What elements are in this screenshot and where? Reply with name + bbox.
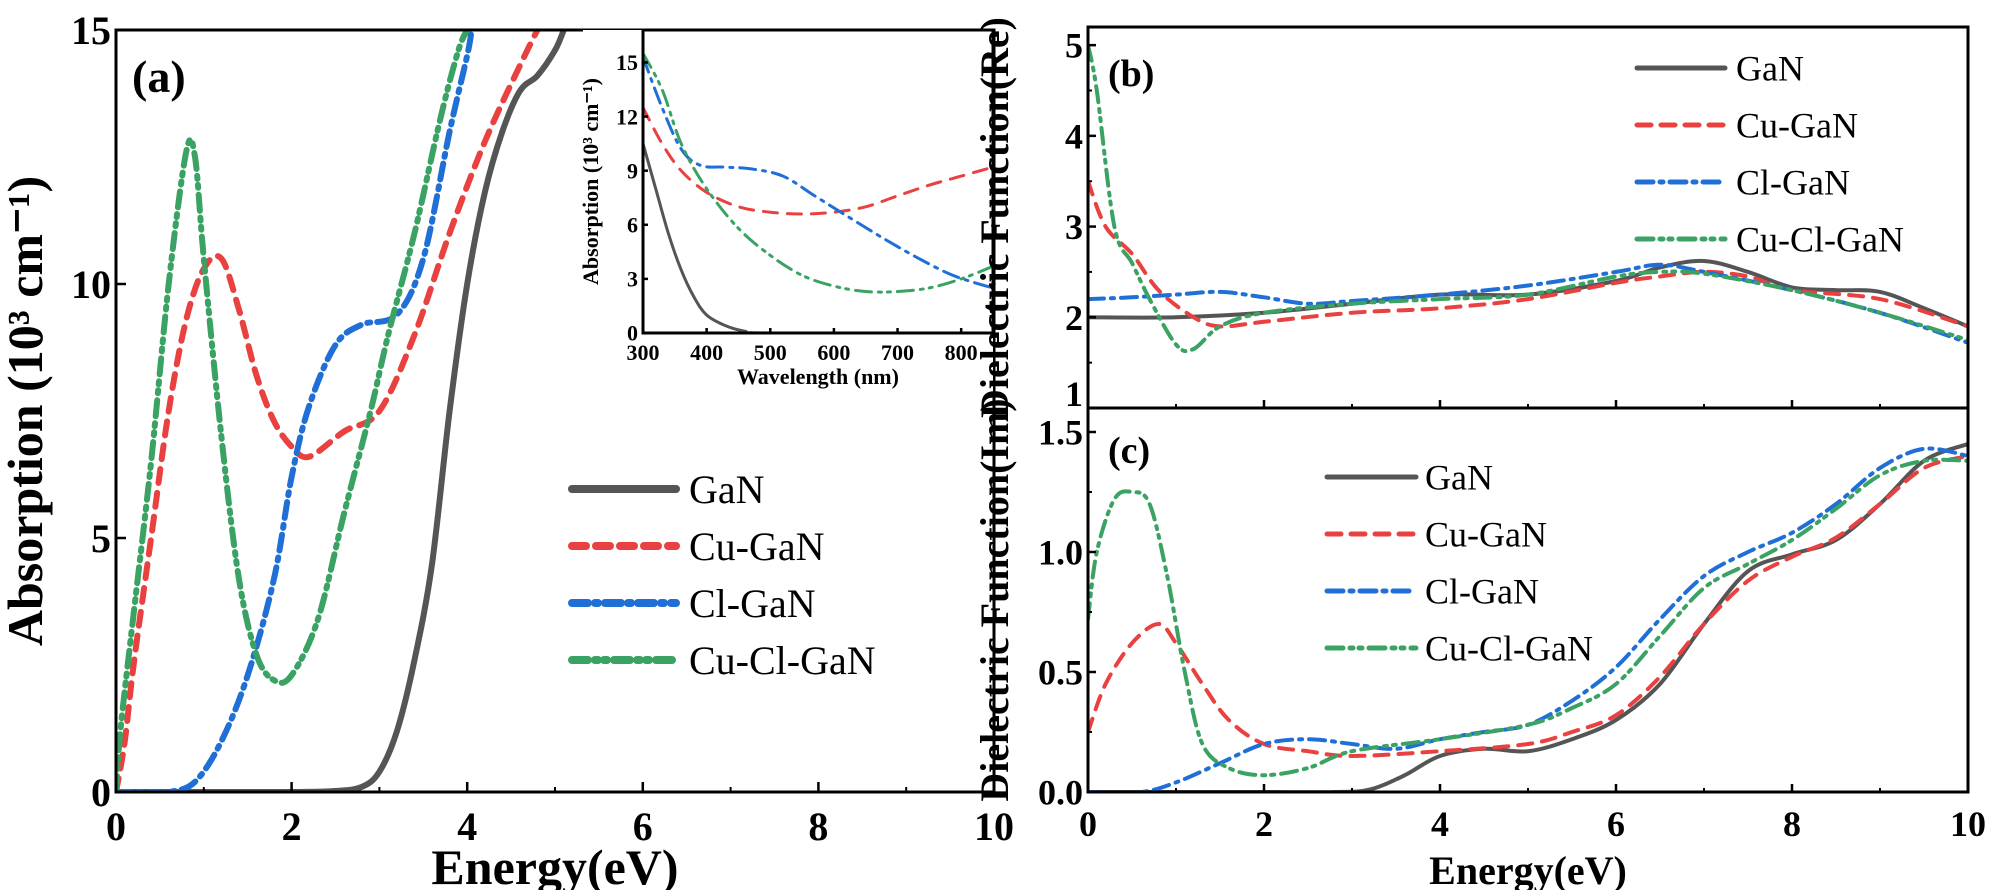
legend-label: Cu-Cl-GaN xyxy=(1425,629,1593,669)
series-line-cu-gan xyxy=(1088,454,1968,759)
legend-label: GaN xyxy=(689,467,765,512)
y-tick-label: 15 xyxy=(616,50,638,75)
x-tick-label: 700 xyxy=(881,340,914,365)
legend-label: Cu-GaN xyxy=(1425,515,1547,555)
y-tick-label: 1 xyxy=(1065,374,1083,414)
y-tick-label: 2 xyxy=(1065,298,1083,338)
legend-label: Cu-GaN xyxy=(1736,106,1858,146)
x-tick-label: 400 xyxy=(690,340,723,365)
series-line-cu-gan xyxy=(116,30,541,792)
y-tick-label: 9 xyxy=(627,158,638,183)
panel-label: (c) xyxy=(1108,430,1150,472)
x-tick-label: 10 xyxy=(974,804,1014,849)
series-group xyxy=(643,51,993,333)
y-axis-title: Absorption (10³ cm⁻¹) xyxy=(578,78,603,285)
series-group xyxy=(1088,43,1968,354)
y-tick-label: 0 xyxy=(91,770,111,815)
panel-b: 1 2 3 4 5 Dielectric Function(Re) (b) GaN Cu-GaN… xyxy=(972,17,1970,418)
x-tick-label: 10 xyxy=(1950,804,1986,844)
series-line-cl-gan xyxy=(116,30,475,792)
series-line-cl-gan xyxy=(1088,262,1968,345)
x-tick-label: 4 xyxy=(1431,804,1449,844)
x-axis-title: Energy(eV) xyxy=(431,839,678,890)
legend-label: Cl-GaN xyxy=(1425,572,1539,612)
y-tick-label: 0.0 xyxy=(1038,773,1083,813)
legend-label: Cl-GaN xyxy=(689,581,816,626)
series-line-cu-cl-gan xyxy=(116,30,471,792)
series-line-cl-gan xyxy=(643,55,993,290)
legend: GaN Cu-GaN Cl-GaN Cu-Cl-GaN xyxy=(1324,458,1593,669)
panel-inset: 300 400 500 600 700 800 0 3 6 9 12 15 Wavelength (nm… xyxy=(578,28,995,395)
plot-frame xyxy=(641,28,995,335)
y-tick-label: 5 xyxy=(1065,26,1083,66)
series-line-cu-cl-gan xyxy=(1088,457,1968,778)
series-line-gan xyxy=(643,142,993,333)
x-tick-label: 8 xyxy=(1783,804,1801,844)
y-tick-label: 1.0 xyxy=(1038,533,1083,573)
series-line-cu-cl-gan xyxy=(643,51,993,294)
y-tick-label: 0 xyxy=(627,321,638,346)
legend-label: Cu-Cl-GaN xyxy=(689,638,876,683)
x-tick-label: 4 xyxy=(457,804,477,849)
x-tick-label: 2 xyxy=(1255,804,1273,844)
y-tick-label: 3 xyxy=(1065,207,1083,247)
y-tick-label: 1.5 xyxy=(1038,413,1083,453)
x-tick-label: 0 xyxy=(106,804,126,849)
y-tick-label: 12 xyxy=(616,104,638,129)
y-tick-label: 6 xyxy=(627,212,638,237)
legend-label: GaN xyxy=(1425,458,1493,498)
legend-label: GaN xyxy=(1736,49,1804,89)
x-axis-title: Energy(eV) xyxy=(1429,848,1627,890)
panel-a: 0 2 4 6 8 10 0 5 10 15 Energy(eV) Absorption (10³ c… xyxy=(0,8,1014,890)
x-tick-label: 300 xyxy=(627,340,660,365)
y-axis-title: Absorption (10³ cm⁻¹) xyxy=(0,176,53,646)
series-line-cu-gan xyxy=(643,106,993,216)
y-tick-label: 4 xyxy=(1065,116,1083,156)
x-tick-label: 2 xyxy=(282,804,302,849)
series-line-gan xyxy=(116,30,567,792)
series-line-gan xyxy=(1088,442,1968,792)
legend: GaN Cu-GaN Cl-GaN Cu-Cl-GaN xyxy=(1634,49,1904,260)
x-tick-label: 0 xyxy=(1079,804,1097,844)
y-tick-label: 5 xyxy=(91,516,111,561)
panel-c: 0 2 4 6 8 10 0.0 0.5 1.0 1.5 Energy(eV) Dielectric … xyxy=(972,398,1986,890)
series-line-cl-gan xyxy=(1088,446,1968,792)
series-group xyxy=(1088,442,1968,792)
series-line-cu-cl-gan xyxy=(1088,43,1968,354)
x-tick-label: 800 xyxy=(945,340,978,365)
legend-label: Cu-Cl-GaN xyxy=(1736,220,1904,260)
x-tick-label: 8 xyxy=(808,804,828,849)
x-tick-label: 6 xyxy=(1607,804,1625,844)
panel-label: (b) xyxy=(1108,53,1154,95)
y-tick-label: 15 xyxy=(71,8,111,53)
series-group xyxy=(116,30,567,792)
x-tick-label: 6 xyxy=(633,804,653,849)
y-axis-title: Dielectric Function(Im) xyxy=(972,398,1017,801)
x-tick-label: 500 xyxy=(754,340,787,365)
legend-label: Cu-GaN xyxy=(689,524,825,569)
plot-frame xyxy=(1086,25,1970,410)
legend-label: Cl-GaN xyxy=(1736,163,1850,203)
x-axis-title: Wavelength (nm) xyxy=(737,364,899,389)
y-tick-label: 3 xyxy=(627,267,638,292)
y-tick-label: 10 xyxy=(71,262,111,307)
panel-label: (a) xyxy=(132,51,186,102)
x-tick-label: 600 xyxy=(817,340,850,365)
y-tick-label: 0.5 xyxy=(1038,653,1083,693)
y-axis-title: Dielectric Function(Re) xyxy=(972,17,1017,418)
legend: GaN Cu-GaN Cl-GaN Cu-Cl-GaN xyxy=(568,467,876,683)
